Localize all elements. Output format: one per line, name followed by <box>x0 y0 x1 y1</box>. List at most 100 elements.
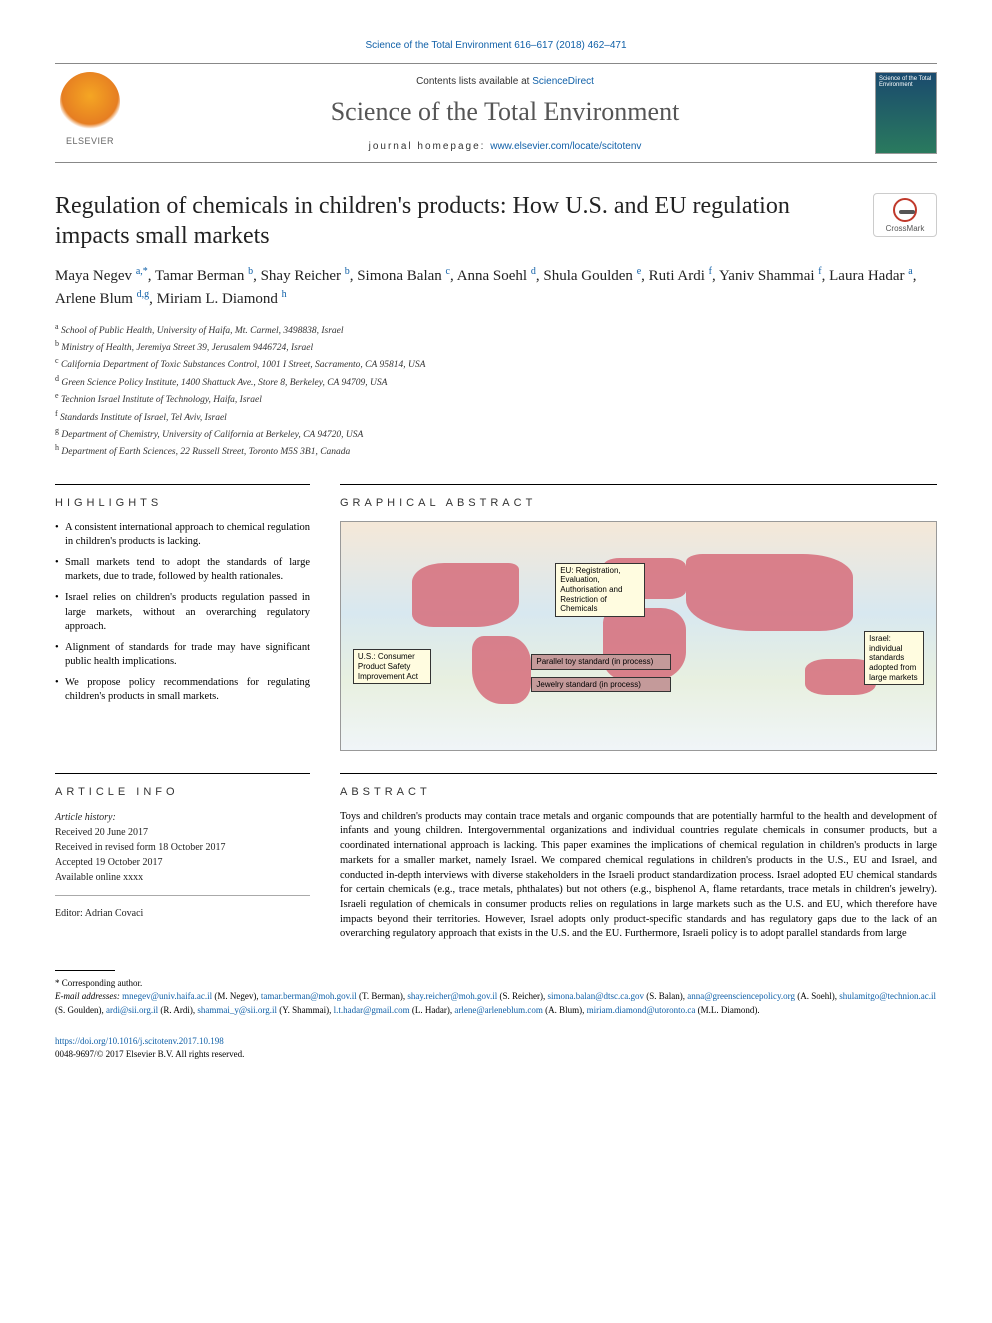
email-link[interactable]: mnegev@univ.haifa.ac.il <box>122 991 212 1001</box>
email-link[interactable]: anna@greensciencepolicy.org <box>687 991 795 1001</box>
map-label-israel: Israel: individual standards adopted fro… <box>864 631 924 685</box>
author: Anna Soehl d <box>457 268 536 284</box>
author: Simona Balan c <box>357 268 450 284</box>
affiliation: b Ministry of Health, Jeremiya Street 39… <box>55 338 937 355</box>
highlight-item: A consistent international approach to c… <box>55 521 310 549</box>
author: Shula Goulden e <box>543 268 641 284</box>
graphical-abstract-header: GRAPHICAL ABSTRACT <box>340 484 937 509</box>
author-aff-link[interactable]: a,* <box>136 266 148 277</box>
email-who: (M.L. Diamond) <box>698 1005 758 1015</box>
email-who: (M. Negev) <box>214 991 256 1001</box>
homepage-prefix: journal homepage: <box>369 141 491 152</box>
doi-link[interactable]: https://doi.org/10.1016/j.scitotenv.2017… <box>55 1036 224 1046</box>
highlight-item: Israel relies on children's products reg… <box>55 591 310 634</box>
email-link[interactable]: shulamitgo@technion.ac.il <box>839 991 936 1001</box>
author-aff-link[interactable]: b <box>248 266 253 277</box>
map-label-eu: EU: Registration, Evaluation, Authorisat… <box>555 563 645 617</box>
highlights-list: A consistent international approach to c… <box>55 521 310 705</box>
footnote-separator <box>55 970 115 971</box>
author-aff-link[interactable]: a <box>908 266 912 277</box>
journal-homepage-link[interactable]: www.elsevier.com/locate/scitotenv <box>490 141 641 152</box>
affiliation: e Technion Israel Institute of Technolog… <box>55 390 937 407</box>
article-accepted: Accepted 19 October 2017 <box>55 855 310 870</box>
affiliation: h Department of Earth Sciences, 22 Russe… <box>55 442 937 459</box>
article-online: Available online xxxx <box>55 870 310 885</box>
author-aff-link[interactable]: d,g <box>137 289 150 300</box>
article-info-header: ARTICLE INFO <box>55 773 310 798</box>
email-who: (L. Hadar) <box>412 1005 450 1015</box>
author: Maya Negev a,* <box>55 268 148 284</box>
email-link[interactable]: l.t.hadar@gmail.com <box>334 1005 410 1015</box>
email-link[interactable]: miriam.diamond@utoronto.ca <box>587 1005 696 1015</box>
masthead: ELSEVIER Contents lists available at Sci… <box>55 63 937 163</box>
editor-name: Adrian Covaci <box>85 908 144 919</box>
email-link[interactable]: shammai_y@sii.org.il <box>197 1005 277 1015</box>
email-link[interactable]: arlene@arleneblum.com <box>454 1005 543 1015</box>
map-region-na <box>412 563 519 627</box>
map-region-af <box>603 608 686 681</box>
email-who: (T. Berman) <box>359 991 403 1001</box>
publisher-label: ELSEVIER <box>66 136 114 146</box>
author-list: Maya Negev a,*, Tamar Berman b, Shay Rei… <box>55 265 937 311</box>
author-aff-link[interactable]: f <box>818 266 821 277</box>
author: Miriam L. Diamond h <box>157 291 287 307</box>
map-label-arrow-jewelry: Jewelry standard (in process) <box>531 677 671 693</box>
author-aff-link[interactable]: b <box>345 266 350 277</box>
map-label-arrow-toy: Parallel toy standard (in process) <box>531 654 671 670</box>
author-aff-link[interactable]: f <box>709 266 712 277</box>
author-aff-link[interactable]: d <box>531 266 536 277</box>
contents-prefix: Contents lists available at <box>416 76 532 87</box>
affiliation: a School of Public Health, University of… <box>55 321 937 338</box>
email-link[interactable]: tamar.berman@moh.gov.il <box>261 991 357 1001</box>
journal-homepage-line: journal homepage: www.elsevier.com/locat… <box>135 141 875 152</box>
publisher-logo: ELSEVIER <box>55 72 125 152</box>
footer: https://doi.org/10.1016/j.scitotenv.2017… <box>55 1035 937 1060</box>
email-who: (A. Blum) <box>545 1005 582 1015</box>
email-who: (R. Ardi) <box>160 1005 193 1015</box>
running-head: Science of the Total Environment 616–617… <box>55 40 937 51</box>
author-aff-link[interactable]: h <box>282 289 287 300</box>
map-region-sa <box>472 636 532 704</box>
article-info-divider <box>55 895 310 896</box>
crossmark-label: CrossMark <box>886 224 925 233</box>
email-addresses-block: E-mail addresses: mnegev@univ.haifa.ac.i… <box>55 990 937 1017</box>
email-who: (S. Reicher) <box>499 991 542 1001</box>
map-region-as <box>686 554 853 632</box>
graphical-abstract-figure: EU: Registration, Evaluation, Authorisat… <box>340 521 937 751</box>
crossmark-badge[interactable]: CrossMark <box>873 193 937 237</box>
author: Laura Hadar a <box>829 268 913 284</box>
author-aff-link[interactable]: c <box>446 266 450 277</box>
email-link[interactable]: simona.balan@dtsc.ca.gov <box>547 991 644 1001</box>
author-aff-link[interactable]: e <box>637 266 641 277</box>
crossmark-icon <box>893 198 917 222</box>
email-label: E-mail addresses: <box>55 991 120 1001</box>
affiliation: g Department of Chemistry, University of… <box>55 425 937 442</box>
affiliation: f Standards Institute of Israel, Tel Avi… <box>55 408 937 425</box>
email-who: (S. Goulden) <box>55 1005 102 1015</box>
email-who: (S. Balan) <box>646 991 683 1001</box>
email-link[interactable]: shay.reicher@moh.gov.il <box>407 991 497 1001</box>
email-link[interactable]: ardi@sii.org.il <box>106 1005 158 1015</box>
email-who: (Y. Shammai) <box>279 1005 329 1015</box>
article-revised: Received in revised form 18 October 2017 <box>55 840 310 855</box>
abstract-header: ABSTRACT <box>340 773 937 798</box>
corresponding-author-note: * Corresponding author. <box>55 977 937 991</box>
article-info: Article history: Received 20 June 2017 R… <box>55 810 310 921</box>
affiliation-list: a School of Public Health, University of… <box>55 321 937 460</box>
author: Arlene Blum d,g <box>55 291 149 307</box>
map-label-us: U.S.: Consumer Product Safety Improvemen… <box>353 649 431 684</box>
highlight-item: We propose policy recommendations for re… <box>55 676 310 704</box>
affiliation: c California Department of Toxic Substan… <box>55 355 937 372</box>
author: Ruti Ardi f <box>649 268 712 284</box>
author: Yaniv Shammai f <box>719 268 822 284</box>
footnotes: * Corresponding author. E-mail addresses… <box>55 977 937 1018</box>
author: Tamar Berman b <box>155 268 253 284</box>
affiliation: d Green Science Policy Institute, 1400 S… <box>55 373 937 390</box>
sciencedirect-link[interactable]: ScienceDirect <box>532 76 594 87</box>
author: Shay Reicher b <box>261 268 350 284</box>
editor-label: Editor: <box>55 908 85 919</box>
highlights-header: HIGHLIGHTS <box>55 484 310 509</box>
journal-cover-thumbnail: Science of the Total Environment <box>875 72 937 154</box>
article-title: Regulation of chemicals in children's pr… <box>55 191 853 251</box>
email-who: (A. Soehl) <box>797 991 835 1001</box>
